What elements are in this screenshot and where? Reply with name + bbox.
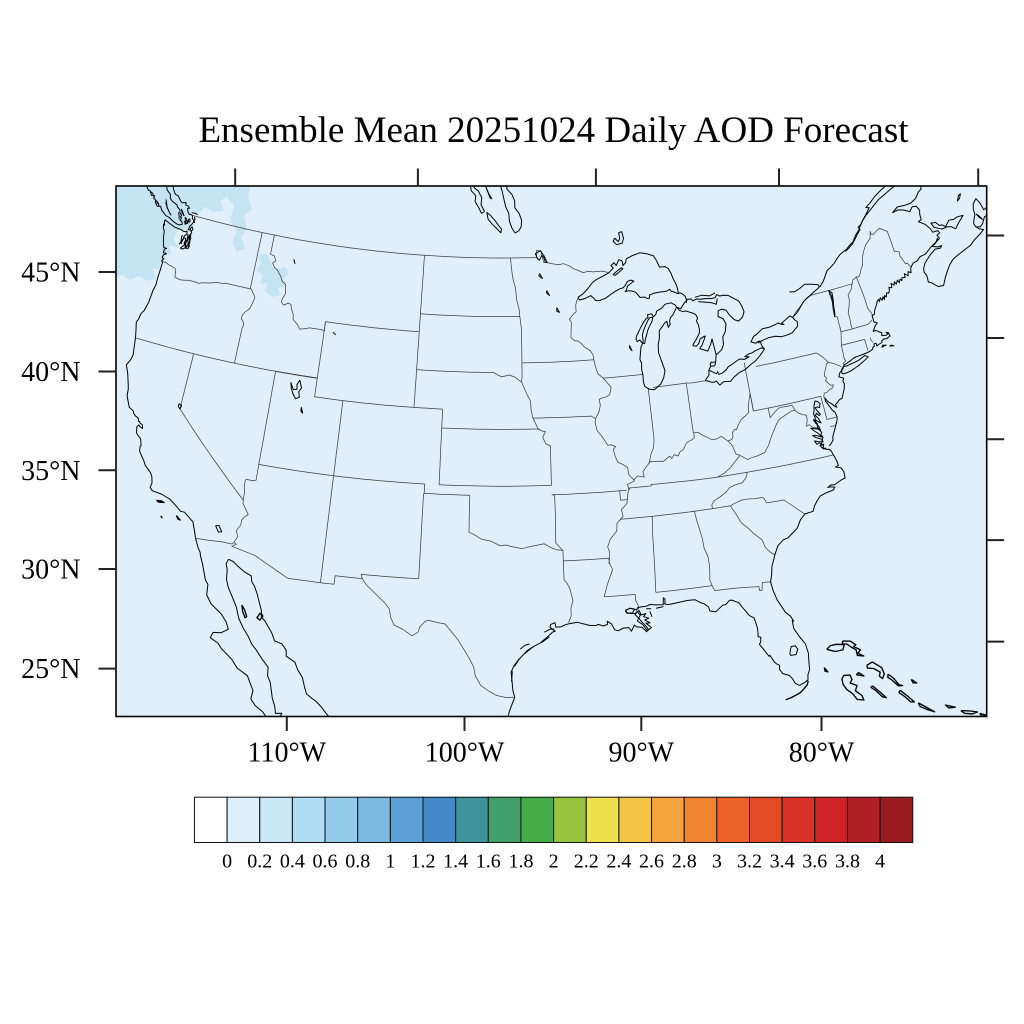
- svg-text:1.6: 1.6: [476, 851, 501, 873]
- svg-text:80°W: 80°W: [789, 738, 855, 769]
- svg-text:100°W: 100°W: [425, 738, 505, 769]
- svg-text:0.2: 0.2: [247, 851, 272, 873]
- svg-text:0.8: 0.8: [345, 851, 370, 873]
- svg-text:3.8: 3.8: [835, 851, 860, 873]
- svg-text:3: 3: [712, 851, 722, 873]
- svg-text:2.8: 2.8: [672, 851, 697, 873]
- svg-text:Ensemble Mean 20251024 Daily A: Ensemble Mean 20251024 Daily AOD Forecas…: [198, 110, 909, 151]
- svg-text:2.4: 2.4: [606, 851, 631, 873]
- svg-text:3.4: 3.4: [770, 851, 795, 873]
- svg-text:45°N: 45°N: [21, 258, 80, 289]
- svg-text:0.4: 0.4: [280, 851, 305, 873]
- svg-text:4: 4: [875, 851, 885, 873]
- svg-text:3.2: 3.2: [737, 851, 762, 873]
- svg-text:0: 0: [222, 851, 232, 873]
- svg-text:1.8: 1.8: [508, 851, 533, 873]
- svg-text:2: 2: [549, 851, 559, 873]
- svg-text:1.4: 1.4: [443, 851, 468, 873]
- svg-text:2.2: 2.2: [574, 851, 599, 873]
- svg-text:30°N: 30°N: [21, 555, 80, 586]
- svg-text:110°W: 110°W: [248, 738, 327, 769]
- svg-text:40°N: 40°N: [21, 357, 80, 388]
- svg-text:2.6: 2.6: [639, 851, 664, 873]
- svg-text:35°N: 35°N: [21, 456, 80, 487]
- svg-text:1.2: 1.2: [411, 851, 436, 873]
- svg-text:25°N: 25°N: [21, 654, 80, 685]
- svg-text:3.6: 3.6: [802, 851, 827, 873]
- svg-text:1: 1: [385, 851, 395, 873]
- svg-text:0.6: 0.6: [313, 851, 338, 873]
- svg-text:90°W: 90°W: [608, 738, 674, 769]
